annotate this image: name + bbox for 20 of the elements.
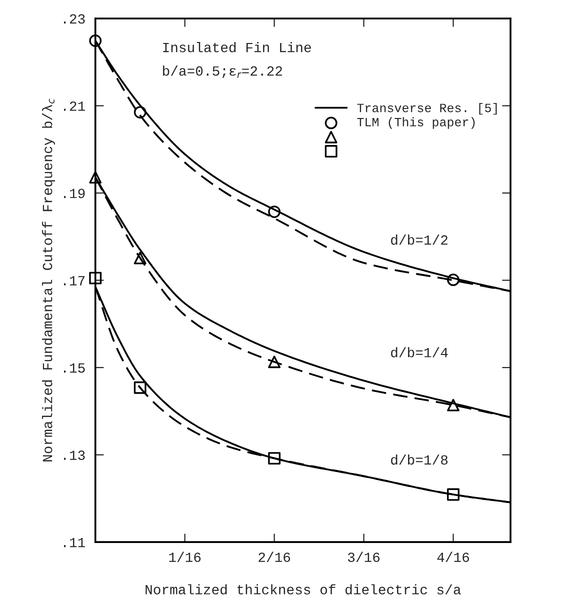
annotation: d/b=1/4 [391,347,448,358]
annotation: d/b=1/2 [391,234,448,245]
x-tick-label: 2/16 [258,552,290,562]
y-tick-label: .23 [64,14,85,24]
legend-label: Transverse Res. [5] [357,103,497,115]
y-tick-label: .17 [64,276,85,286]
x-axis-title: Normalized thickness of dielectric s/a [146,584,461,594]
annotation: d/b=1/8 [391,454,448,465]
y-tick-label: .19 [64,188,85,198]
y-tick-label: .13 [64,450,85,460]
text: Insulated Fin Line [163,42,311,52]
x-tick-label: 1/16 [169,552,201,562]
y-tick-label: .21 [64,101,85,111]
y-tick-label: .11 [64,538,85,548]
x-tick-label: 3/16 [348,552,380,562]
legend-label: TLM (This paper) [357,117,475,129]
y-tick-label: .15 [64,363,85,373]
y-axis-title: Normalized Fundamental Cutoff Frequency b/λ$_{c}$ [42,98,55,462]
x-tick-label: 4/16 [437,552,470,562]
text: b/a=0.5;ε$_{r}$=2.22 [163,66,282,78]
